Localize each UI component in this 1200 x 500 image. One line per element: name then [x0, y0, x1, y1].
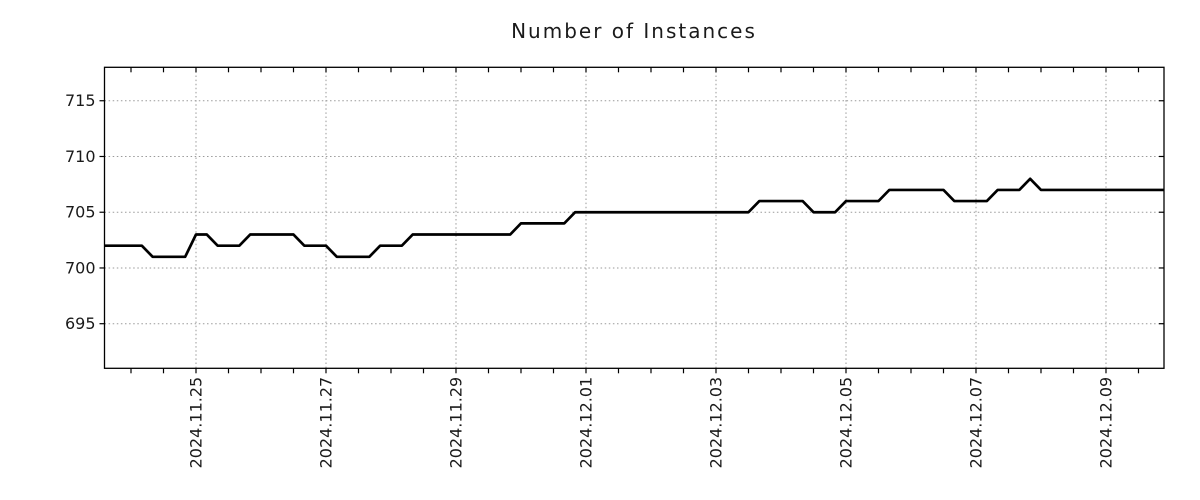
plot-spines — [103, 66, 1165, 369]
x-tick-label: 2024.11.27 — [317, 377, 336, 469]
x-tick-label: 2024.12.03 — [707, 377, 726, 469]
x-tick-label: 2024.11.29 — [447, 377, 466, 469]
x-tick-label: 2024.12.09 — [1097, 377, 1116, 469]
instances-line — [104, 177, 1164, 259]
x-tick-label: 2024.12.01 — [577, 377, 596, 469]
y-tick-label: 705 — [65, 203, 96, 222]
y-tick-label: 715 — [65, 91, 96, 110]
y-tick-label: 700 — [65, 258, 96, 277]
y-tick-label: 695 — [65, 314, 96, 333]
chart-title: Number of Instances — [511, 19, 757, 43]
x-tick-label: 2024.12.07 — [967, 377, 986, 469]
x-tick-label: 2024.12.05 — [837, 377, 856, 469]
x-tick-label: 2024.11.25 — [187, 377, 206, 469]
data-line — [104, 177, 1164, 259]
plot-border — [103, 66, 1165, 369]
y-axis-tick-labels: 695 700 705 710 715 — [65, 91, 96, 333]
y-tick-label: 710 — [65, 147, 96, 166]
axis-ticks — [99, 67, 1164, 374]
x-axis-tick-labels: 2024.11.25 2024.11.27 2024.11.29 2024.12.01… — [187, 377, 1116, 469]
